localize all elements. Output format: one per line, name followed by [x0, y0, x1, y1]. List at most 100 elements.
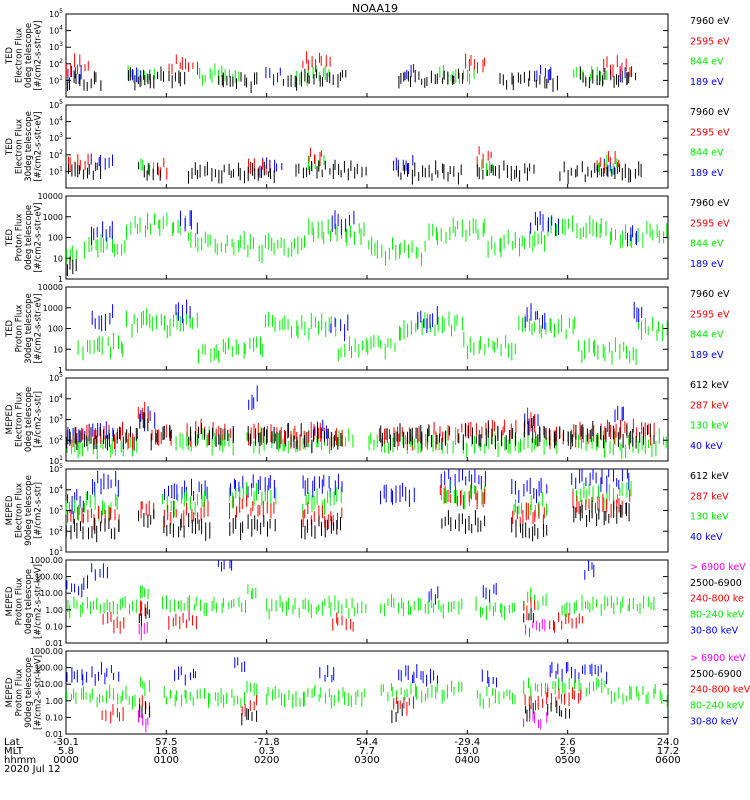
footer-row-label: Lat [4, 737, 20, 748]
series-1 [67, 64, 636, 86]
y-tick-label: 104 [49, 116, 63, 127]
x-tick-lat: 54.4 [356, 737, 378, 748]
legend-entry: 130 keV [690, 421, 729, 432]
legend-entry: 240-800 ke [690, 594, 744, 605]
legend-entry: 30-80 keV [690, 716, 739, 727]
x-tick-lat: 24.0 [657, 737, 679, 748]
y-tick-label: 101 [49, 74, 63, 85]
series-2 [91, 210, 637, 247]
legend-entry: 2595 eV [690, 127, 730, 138]
y-tick-label: 101 [49, 165, 63, 176]
legend-entry: 844 eV [690, 239, 724, 250]
legend-entry: 7960 eV [690, 16, 730, 27]
legend-entry: 7960 eV [690, 107, 730, 118]
series-4 [68, 159, 642, 185]
footer-row-label: 2020 Jul 12 [4, 764, 61, 775]
y-tick-label: 1000 [43, 213, 63, 222]
legend-entry: 7960 eV [690, 289, 730, 300]
legend-entry: 40 keV [690, 441, 723, 452]
x-tick-mlt: 16.8 [155, 746, 177, 757]
legend-entry: 2595 eV [690, 218, 730, 229]
y-tick-label: 105 [49, 8, 63, 19]
legend-entry: 189 eV [690, 168, 724, 179]
series-3 [68, 146, 620, 180]
y-tick-label: 103 [49, 132, 63, 143]
x-tick-mlt: 19.0 [456, 746, 478, 757]
series-1 [66, 657, 608, 688]
x-tick-hhmm: 0000 [53, 755, 78, 766]
x-tick-hhmm: 0200 [254, 755, 279, 766]
legend-entry: 844 eV [690, 57, 724, 68]
x-tick-lat: -29.4 [454, 737, 480, 748]
y-tick-label: 105 [49, 99, 63, 110]
legend-entry: 189 eV [690, 350, 724, 361]
y-tick-label: 100 [48, 234, 63, 243]
y-tick-label: 0.10 [45, 713, 63, 722]
y-axis-label: TEDElectron Flux0deg telescope[#/cm2-s-s… [5, 20, 44, 90]
panel-frame [65, 650, 669, 735]
legend-entry: 189 eV [690, 259, 724, 270]
x-tick-mlt: 0.3 [259, 746, 275, 757]
y-tick-label: 104 [49, 393, 63, 404]
x-tick-hhmm: 0400 [455, 755, 480, 766]
y-tick-label: 10000 [38, 192, 63, 201]
legend-entry: 2500-6900 [690, 578, 742, 589]
legend-entry: 189 eV [690, 77, 724, 88]
legend-entry: 240-800 keV [690, 685, 750, 696]
y-tick-label: 10.00 [40, 680, 63, 689]
x-tick-lat: 57.5 [155, 737, 177, 748]
x-tick-mlt: 7.7 [359, 746, 375, 757]
x-tick-hhmm: 0600 [655, 755, 680, 766]
series-1 [77, 308, 668, 366]
series-3 [102, 596, 583, 634]
y-tick-label: 1 [58, 275, 63, 284]
y-tick-label: 1.00 [45, 697, 63, 706]
legend-entry: > 6900 keV [690, 653, 746, 664]
series-1 [66, 212, 668, 267]
series-5 [138, 618, 546, 641]
legend-entry: 2595 eV [690, 309, 730, 320]
y-tick-label: 1000.00 [30, 556, 63, 565]
panel-frame [65, 195, 669, 280]
y-axis-label: TEDElectron Flux30deg telescope[#/cm2-s-… [5, 111, 44, 182]
legend-entry: 844 eV [690, 148, 724, 159]
x-tick-lat: 2.6 [560, 737, 576, 748]
series-2 [65, 480, 632, 522]
y-tick-label: 10 [53, 254, 63, 263]
legend-entry: 2500-6900 [690, 669, 742, 680]
series-4 [67, 66, 630, 93]
legend-entry: > 6900 keV [690, 562, 746, 573]
y-tick-label: 1 [58, 366, 63, 375]
legend-entry: 7960 eV [690, 198, 730, 209]
x-tick-hhmm: 0100 [154, 755, 179, 766]
footer-row-label: hhmm [4, 755, 36, 766]
series-3 [65, 51, 631, 78]
series-2 [67, 385, 624, 447]
panel-frame [65, 377, 669, 462]
x-tick-lat: -30.1 [53, 737, 79, 748]
y-tick-label: 1000.00 [30, 647, 63, 656]
y-tick-label: 102 [49, 525, 63, 536]
y-tick-label: 10 [53, 345, 63, 354]
series-1 [67, 469, 630, 514]
y-tick-label: 103 [49, 505, 63, 516]
series-2 [91, 299, 643, 342]
y-tick-label: 1.00 [45, 606, 63, 615]
y-tick-label: 105 [49, 372, 63, 383]
x-tick-lat: -71.8 [254, 737, 280, 748]
legend-entry: 80-240 keV [690, 701, 745, 712]
series-2 [67, 584, 655, 621]
x-tick-mlt: 17.2 [657, 746, 679, 757]
y-tick-label: 100.00 [35, 664, 63, 673]
y-tick-label: 101 [49, 455, 63, 466]
legend-entry: 612 keV [690, 380, 729, 391]
y-tick-label: 102 [49, 149, 63, 160]
y-tick-label: 1000 [43, 304, 63, 313]
y-tick-label: 104 [49, 484, 63, 495]
y-tick-label: 103 [49, 41, 63, 52]
legend-entry: 30-80 keV [690, 625, 739, 636]
series-4 [138, 607, 534, 627]
footer-row-label: MLT [4, 746, 24, 757]
y-tick-label: 104 [49, 25, 63, 36]
